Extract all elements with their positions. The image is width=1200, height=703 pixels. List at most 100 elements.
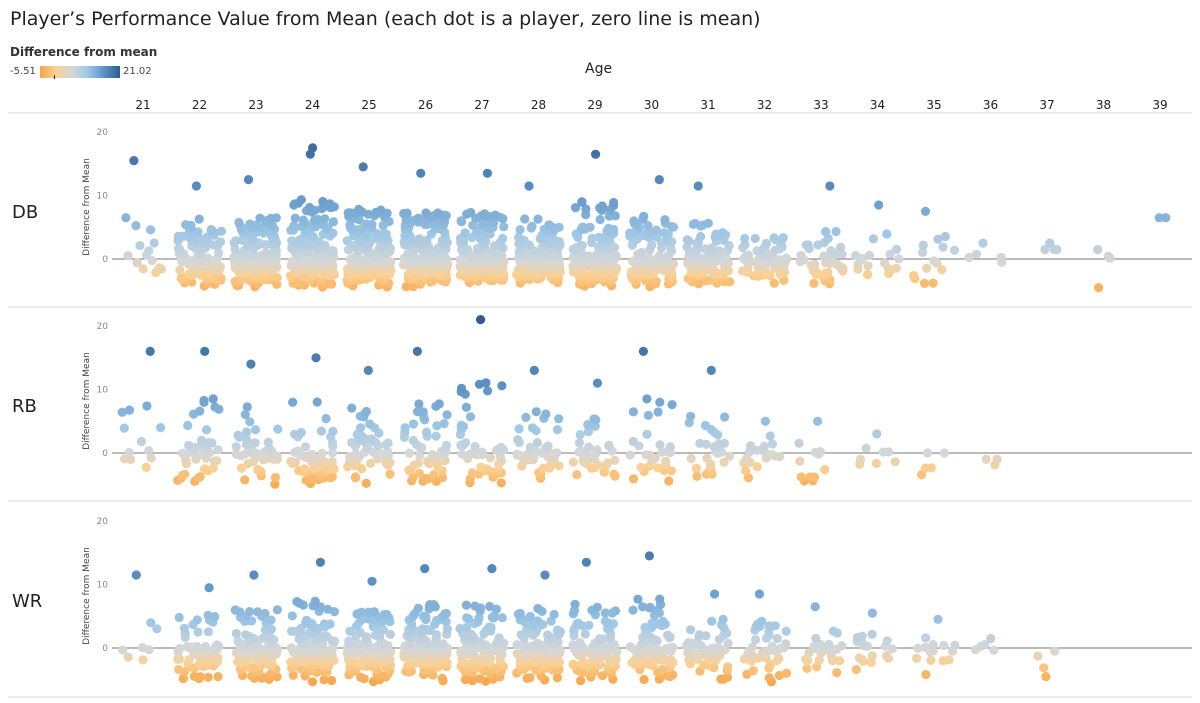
age-header-29: 29 (587, 98, 602, 112)
player-dot (242, 435, 252, 445)
player-dot (497, 613, 507, 623)
player-dot (823, 267, 833, 277)
player-dot (514, 424, 524, 434)
player-dot (909, 271, 919, 281)
player-dot (467, 468, 477, 478)
player-dot (724, 451, 735, 461)
player-dot (825, 181, 835, 191)
player-dot (642, 394, 652, 404)
player-dot (964, 252, 974, 263)
player-dot (600, 608, 610, 618)
player-dot (203, 610, 213, 621)
player-dot (702, 453, 712, 463)
player-dot (754, 589, 765, 599)
player-dot (318, 196, 328, 207)
player-dot (628, 474, 639, 484)
player-dot (570, 203, 581, 213)
player-dot (144, 446, 154, 456)
player-dot (533, 638, 543, 649)
player-dot (475, 636, 485, 647)
age-header-31: 31 (700, 98, 715, 112)
player-dot (145, 346, 155, 356)
player-dot (271, 213, 281, 223)
player-dot (456, 383, 467, 393)
legend-max-label: 21.02 (123, 66, 152, 77)
player-dot (195, 472, 205, 482)
player-dot (460, 228, 470, 238)
player-dot (149, 238, 159, 248)
player-dot (655, 440, 665, 450)
player-dot (706, 365, 716, 375)
player-dot (354, 204, 364, 214)
player-dot (120, 454, 130, 464)
player-dot (696, 231, 706, 242)
player-dot (513, 435, 523, 445)
player-dot (199, 464, 210, 474)
player-dot (574, 438, 585, 448)
row-label-rb: RB (12, 396, 37, 417)
player-dot (714, 246, 724, 256)
column-header-age: Age (585, 61, 613, 77)
player-dot (315, 557, 325, 567)
player-dot (718, 228, 728, 238)
player-dot (475, 674, 485, 684)
player-dot (1094, 283, 1104, 293)
player-dot (129, 156, 139, 166)
player-dot (629, 216, 639, 226)
age-header-23: 23 (248, 98, 263, 112)
player-dot (918, 240, 928, 250)
player-dot (592, 378, 603, 388)
player-dot (319, 675, 329, 685)
player-dot (358, 162, 368, 172)
player-dot (796, 250, 806, 261)
player-dot (199, 395, 209, 406)
player-dot (414, 234, 424, 244)
player-dot (719, 457, 729, 467)
player-dot (344, 636, 354, 646)
player-dot (743, 473, 754, 483)
player-dot (121, 213, 131, 223)
player-dot (939, 640, 949, 651)
player-dot (649, 617, 659, 628)
player-dot (1093, 244, 1103, 255)
age-header-34: 34 (870, 98, 885, 112)
player-dot (699, 660, 709, 670)
player-dot (342, 236, 352, 246)
player-dot (665, 442, 676, 452)
player-dot (208, 463, 218, 473)
player-dot (1154, 213, 1164, 223)
player-dot (414, 468, 424, 478)
player-dot (521, 412, 531, 422)
player-dot (756, 616, 767, 626)
player-dot (691, 463, 702, 473)
player-dot (123, 652, 133, 662)
player-dot (402, 208, 412, 218)
player-dot (589, 414, 599, 424)
player-dot (760, 416, 771, 426)
player-dot (383, 438, 393, 448)
player-dot (926, 463, 937, 473)
player-dot (723, 662, 733, 672)
player-dot (695, 438, 705, 448)
player-dot (118, 645, 128, 655)
player-dot (417, 624, 428, 634)
player-dot (311, 353, 321, 363)
y-tick-label: 10 (97, 192, 109, 202)
player-dot (660, 215, 670, 225)
player-dot (996, 252, 1006, 262)
player-dot (1039, 663, 1049, 673)
y-tick-label: 10 (97, 581, 109, 591)
player-dot (584, 442, 594, 452)
player-dot (882, 229, 892, 239)
player-dot (305, 202, 315, 213)
player-dot (328, 448, 338, 458)
player-dot (639, 211, 649, 221)
age-header-22: 22 (192, 98, 207, 112)
player-dot (236, 463, 247, 473)
player-dot (241, 630, 251, 640)
age-header-32: 32 (757, 98, 772, 112)
player-dot (497, 381, 507, 391)
player-dot (857, 631, 867, 641)
age-header-37: 37 (1039, 98, 1054, 112)
player-dot (425, 600, 435, 610)
